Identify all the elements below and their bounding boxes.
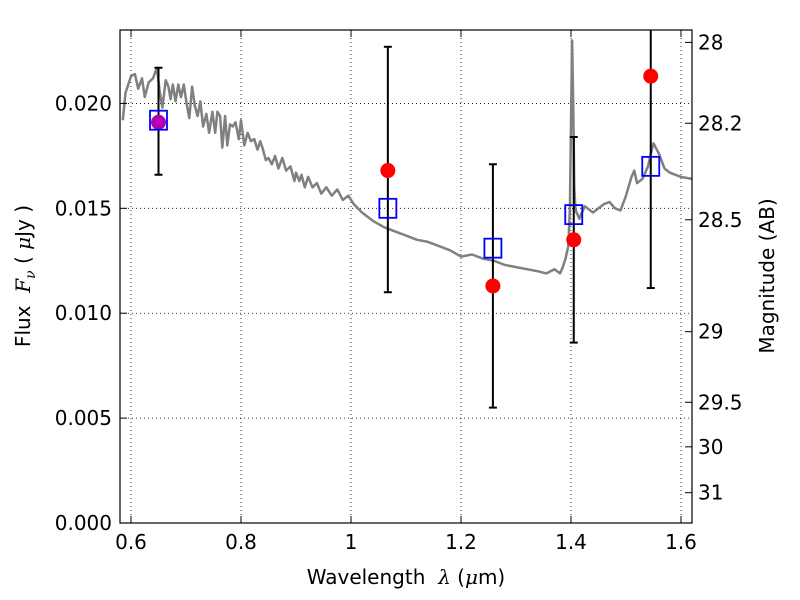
red-circle-point <box>485 278 501 294</box>
red-circle-point <box>151 114 166 130</box>
x-tick-label: 0.6 <box>115 530 147 554</box>
y-tick-label: 0.005 <box>55 406 112 430</box>
ticks: 0.6 0.8 1 1.2 1.4 1.6 0.000 0.005 0.010 0.015 0.02… <box>55 30 743 554</box>
blue-square-point <box>483 237 503 259</box>
y2-tick-label: 28.5 <box>698 208 743 232</box>
x-tick-label: 1.2 <box>445 530 477 554</box>
red-circle-point <box>566 232 582 248</box>
x-tick-label: 0.8 <box>225 530 257 554</box>
blue-square-point <box>378 197 398 219</box>
y2-tick-label: 29.5 <box>698 390 743 414</box>
y-tick-label: 0.010 <box>55 301 112 325</box>
blue-square-point <box>564 204 584 226</box>
x-tick-label: 1.6 <box>665 530 697 554</box>
y2-tick-label: 29 <box>698 320 723 344</box>
y2-axis-label: Magnitude (AB) <box>755 198 779 353</box>
spectrum-line <box>121 39 692 275</box>
plot-area <box>121 30 692 409</box>
y2-tick-label: 28 <box>698 30 723 54</box>
x-tick-label: 1.4 <box>555 530 587 554</box>
y2-tick-label: 31 <box>698 481 723 505</box>
y-tick-label: 0.020 <box>55 91 112 115</box>
y2-tick-label: 28.2 <box>698 111 743 135</box>
red-circle-point <box>643 68 659 84</box>
blue-square-point <box>149 109 168 131</box>
red-circle-point <box>380 163 396 179</box>
blue-square-point <box>641 155 661 177</box>
x-axis-label: Wavelength λ (μm) <box>307 565 506 589</box>
x-tick-label: 1 <box>345 530 358 554</box>
y-tick-label: 0.015 <box>55 196 112 220</box>
y2-tick-label: 30 <box>698 435 723 459</box>
plot-frame <box>119 29 693 524</box>
y-axis-label: Flux Fν ( μJy ) <box>11 205 39 347</box>
grid <box>120 30 692 524</box>
y-tick-label: 0.000 <box>55 511 112 535</box>
